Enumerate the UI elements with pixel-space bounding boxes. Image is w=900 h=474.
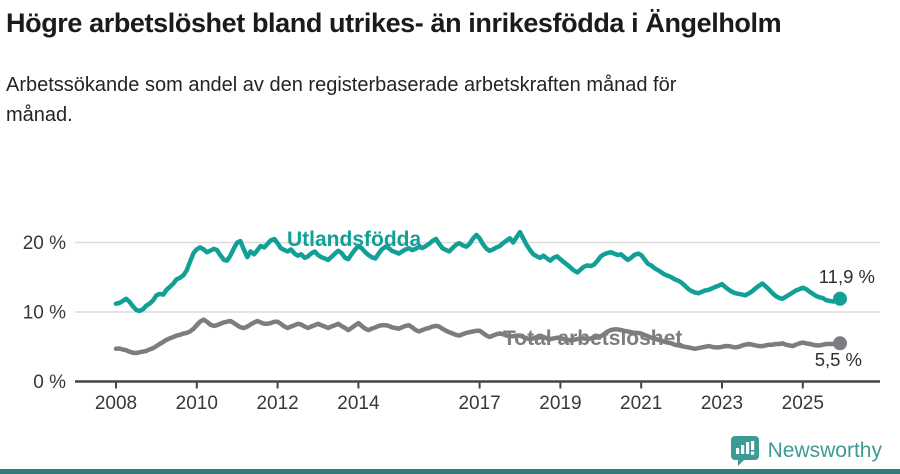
series-end-dot-utlandsfodda xyxy=(833,291,847,306)
series-value-label-total-arbetsloshet: 5,5 % xyxy=(815,349,862,370)
x-axis-tick-label: 2008 xyxy=(95,393,137,414)
x-axis-tick-label: 2010 xyxy=(176,393,218,414)
exclamation-dot xyxy=(750,451,754,455)
x-axis-tick-label: 2025 xyxy=(782,393,824,414)
x-axis-tick-label: 2019 xyxy=(539,393,581,414)
series-end-dot-total-arbetsloshet xyxy=(833,336,847,351)
newsworthy-logo[interactable]: Newsworthy xyxy=(730,435,882,466)
chart-header: Högre arbetslöshet bland utrikes- än inr… xyxy=(6,0,886,130)
series-line-total-arbetsloshet xyxy=(113,317,843,356)
exclamation-stem xyxy=(750,441,754,450)
bottom-accent-bar xyxy=(0,469,900,474)
bar-short xyxy=(735,448,739,454)
series-label-total-arbetsloshet: Total arbetslöshet xyxy=(503,327,682,350)
footer: Newsworthy xyxy=(730,435,882,466)
series-line-utlandsfodda xyxy=(113,229,843,314)
x-axis-tick-label: 2012 xyxy=(256,393,298,414)
bar-tall xyxy=(745,442,749,454)
y-axis-tick-label: 10 % xyxy=(23,303,66,324)
newsworthy-chart-bubble-icon xyxy=(730,436,759,466)
series-label-utlandsfodda: Utlandsfödda xyxy=(287,228,421,251)
x-axis-tick-label: 2023 xyxy=(701,393,743,414)
brand-name: Newsworthy xyxy=(767,438,882,462)
x-axis-tick-label: 2021 xyxy=(620,393,662,414)
bar-medium xyxy=(740,445,744,454)
series-value-label-utlandsfodda: 11,9 % xyxy=(819,266,875,287)
x-axis-tick-label: 2017 xyxy=(458,393,500,414)
x-axis-tick-label: 2014 xyxy=(337,393,380,414)
y-axis-tick-label: 20 % xyxy=(23,233,66,254)
page-subtitle: Arbetssökande som andel av den registerb… xyxy=(6,73,677,126)
y-axis-tick-label: 0 % xyxy=(33,372,66,393)
page-title: Högre arbetslöshet bland utrikes- än inr… xyxy=(6,8,782,38)
